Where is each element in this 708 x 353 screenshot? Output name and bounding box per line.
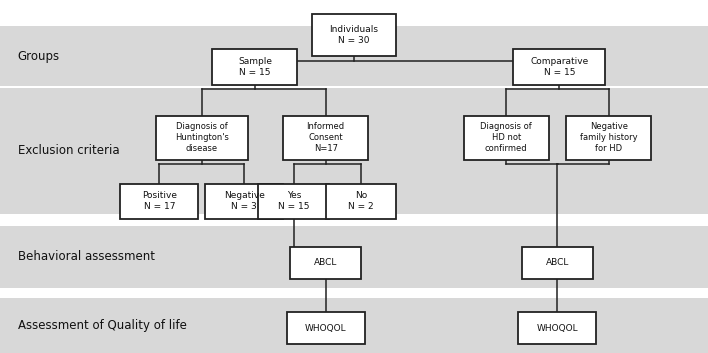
FancyBboxPatch shape — [283, 116, 368, 160]
FancyBboxPatch shape — [518, 312, 596, 344]
FancyBboxPatch shape — [287, 312, 365, 344]
Text: Sample
N = 15: Sample N = 15 — [238, 57, 272, 77]
Text: Diagnosis of
HD not
confirmed: Diagnosis of HD not confirmed — [480, 122, 532, 153]
FancyBboxPatch shape — [566, 116, 651, 160]
Text: WHOQOL: WHOQOL — [537, 324, 578, 333]
Bar — [0, 226, 708, 288]
FancyBboxPatch shape — [290, 247, 361, 279]
Text: Exclusion criteria: Exclusion criteria — [18, 144, 120, 157]
FancyBboxPatch shape — [464, 116, 549, 160]
Text: Negative
family history
for HD: Negative family history for HD — [580, 122, 638, 153]
FancyBboxPatch shape — [205, 184, 283, 219]
Text: Diagnosis of
Huntington's
disease: Diagnosis of Huntington's disease — [175, 122, 229, 153]
Bar — [0, 298, 708, 353]
FancyBboxPatch shape — [312, 14, 396, 56]
Text: ABCL: ABCL — [545, 258, 569, 268]
Text: Individuals
N = 30: Individuals N = 30 — [329, 25, 379, 45]
Bar — [0, 88, 708, 214]
FancyBboxPatch shape — [120, 184, 198, 219]
FancyBboxPatch shape — [513, 49, 605, 85]
Text: Comparative
N = 15: Comparative N = 15 — [530, 57, 588, 77]
Text: Yes
N = 15: Yes N = 15 — [278, 191, 309, 211]
Text: Negative
N = 3: Negative N = 3 — [224, 191, 265, 211]
Text: Groups: Groups — [18, 50, 59, 63]
FancyBboxPatch shape — [212, 49, 297, 85]
FancyBboxPatch shape — [326, 184, 396, 219]
Text: Informed
Consent
N=17: Informed Consent N=17 — [307, 122, 345, 153]
Text: Behavioral assessment: Behavioral assessment — [18, 250, 155, 263]
FancyBboxPatch shape — [258, 184, 329, 219]
FancyBboxPatch shape — [522, 247, 593, 279]
Text: Assessment of Quality of life: Assessment of Quality of life — [18, 319, 187, 332]
FancyBboxPatch shape — [156, 116, 248, 160]
Bar — [0, 26, 708, 86]
Text: ABCL: ABCL — [314, 258, 338, 268]
Text: Positive
N = 17: Positive N = 17 — [142, 191, 177, 211]
Text: No
N = 2: No N = 2 — [348, 191, 374, 211]
Text: WHOQOL: WHOQOL — [305, 324, 346, 333]
